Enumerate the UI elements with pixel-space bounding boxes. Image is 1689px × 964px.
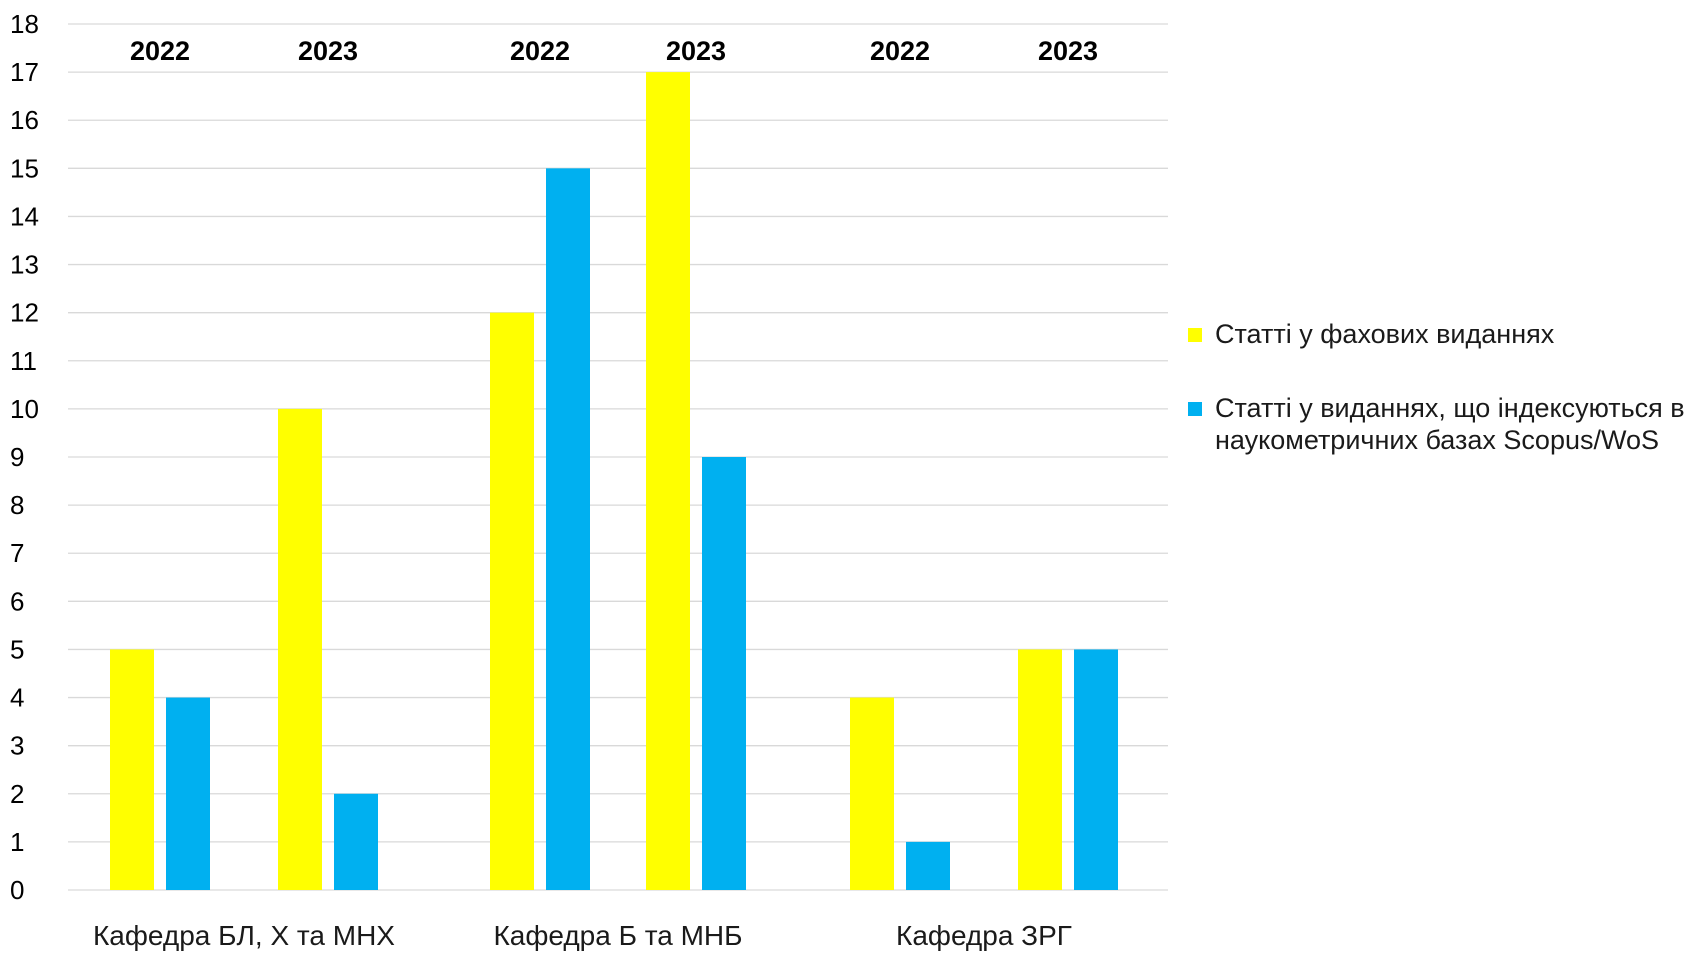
year-label: 2023 [1038,36,1098,66]
bar [906,841,950,890]
bar [110,649,154,890]
y-tick-label: 3 [10,731,24,761]
y-tick-label: 6 [10,586,24,616]
bar [166,697,210,890]
year-label: 2022 [130,36,190,66]
y-tick-label: 7 [10,538,24,568]
bar [1018,649,1062,890]
y-tick-label: 9 [10,442,24,472]
x-category-label: Кафедра Б та МНБ [493,920,742,951]
y-tick-label: 0 [10,875,24,905]
year-label: 2022 [870,36,930,66]
x-category-label: Кафедра ЗРГ [896,920,1072,951]
y-tick-label: 11 [10,346,37,376]
y-tick-label: 14 [10,201,39,231]
y-tick-label: 13 [10,250,39,280]
legend-item-scopus: Статті у виданнях, що індексуються в нау… [1185,392,1685,456]
year-label: 2023 [666,36,726,66]
bar [702,457,746,890]
bar [278,408,322,890]
legend-item-professional: Статті у фахових виданнях [1185,318,1685,350]
y-tick-label: 15 [10,153,39,183]
bar [490,312,534,891]
y-tick-label: 1 [10,827,24,857]
y-tick-label: 16 [10,105,39,135]
year-label: 2022 [510,36,570,66]
bar [334,793,378,890]
bar [546,168,590,891]
y-tick-label: 12 [10,298,39,328]
legend: Статті у фахових виданнях Статті у видан… [1185,318,1685,498]
bar [850,697,894,890]
y-tick-label: 10 [10,394,39,424]
legend-swatch-blue [1188,402,1202,416]
bar [1074,649,1118,890]
year-label: 2023 [298,36,358,66]
y-tick-label: 2 [10,779,24,809]
bar [646,72,690,891]
legend-swatch-yellow [1188,328,1202,342]
y-tick-label: 18 [10,9,39,39]
legend-label-scopus: Статті у виданнях, що індексуються в нау… [1215,393,1685,455]
y-tick-label: 17 [10,57,39,87]
y-tick-label: 5 [10,634,24,664]
legend-label-professional: Статті у фахових виданнях [1215,319,1555,349]
y-tick-label: 8 [10,490,24,520]
x-category-label: Кафедра БЛ, Х та МНХ [93,920,395,951]
y-tick-label: 4 [10,683,24,713]
